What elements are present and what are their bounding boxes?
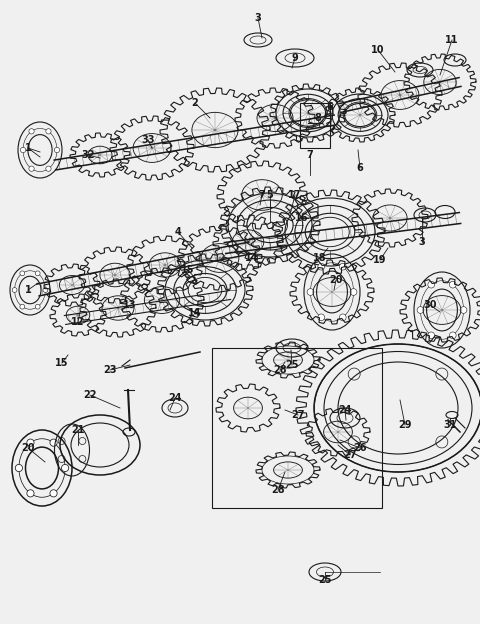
Circle shape — [350, 289, 357, 295]
Text: 16: 16 — [295, 213, 309, 223]
Text: 12: 12 — [71, 317, 85, 327]
Circle shape — [15, 464, 23, 472]
Text: 13: 13 — [123, 300, 137, 310]
Text: 26: 26 — [353, 443, 367, 453]
Text: 9: 9 — [292, 53, 299, 63]
Circle shape — [29, 129, 34, 134]
Text: 24: 24 — [338, 405, 352, 415]
Text: 23: 23 — [103, 365, 117, 375]
Text: 6: 6 — [357, 163, 363, 173]
Text: 5: 5 — [266, 190, 274, 200]
Text: 1: 1 — [24, 143, 31, 153]
Text: 22: 22 — [83, 390, 97, 400]
Text: 3: 3 — [254, 13, 262, 23]
Circle shape — [449, 281, 456, 288]
Text: 20: 20 — [329, 275, 343, 285]
Circle shape — [339, 263, 346, 270]
Circle shape — [36, 305, 40, 309]
Circle shape — [20, 305, 24, 309]
Text: 32: 32 — [81, 150, 95, 160]
Text: 30: 30 — [423, 300, 437, 310]
Text: 15: 15 — [55, 358, 69, 368]
Circle shape — [50, 490, 57, 497]
Circle shape — [417, 306, 424, 313]
Text: 7: 7 — [259, 190, 265, 200]
Circle shape — [46, 129, 51, 134]
Circle shape — [20, 271, 24, 276]
Text: 4: 4 — [175, 227, 181, 237]
Circle shape — [428, 281, 434, 288]
Circle shape — [307, 289, 314, 295]
Circle shape — [54, 147, 60, 153]
Circle shape — [12, 288, 17, 293]
Text: 11: 11 — [445, 35, 459, 45]
Circle shape — [29, 166, 34, 172]
Text: 1: 1 — [24, 285, 31, 295]
Text: 33: 33 — [141, 135, 155, 145]
Text: 15: 15 — [181, 265, 195, 275]
Circle shape — [27, 439, 34, 446]
Text: 10: 10 — [371, 45, 385, 55]
Text: 8: 8 — [314, 113, 322, 123]
Circle shape — [61, 464, 69, 472]
Circle shape — [36, 271, 40, 276]
Text: 14: 14 — [188, 308, 202, 318]
Bar — [212, 348, 382, 508]
Text: 19: 19 — [373, 255, 387, 265]
Circle shape — [428, 332, 434, 339]
Text: 14: 14 — [245, 253, 259, 263]
Text: 24: 24 — [168, 393, 182, 403]
Circle shape — [27, 490, 34, 497]
Text: 20: 20 — [21, 443, 35, 453]
Text: 3: 3 — [419, 237, 425, 247]
Text: 21: 21 — [71, 425, 85, 435]
Circle shape — [449, 332, 456, 339]
Circle shape — [21, 147, 26, 153]
Circle shape — [43, 288, 48, 293]
Circle shape — [318, 314, 324, 321]
Text: 31: 31 — [443, 420, 457, 430]
Text: 29: 29 — [398, 420, 412, 430]
Circle shape — [339, 314, 346, 321]
Circle shape — [46, 166, 51, 172]
Circle shape — [318, 263, 324, 270]
Text: 25: 25 — [285, 360, 299, 370]
Text: 27: 27 — [291, 410, 305, 420]
Text: 25: 25 — [318, 575, 332, 585]
Circle shape — [460, 306, 467, 313]
Bar — [300, 103, 330, 148]
Circle shape — [50, 439, 57, 446]
Text: 28: 28 — [273, 365, 287, 375]
Text: 7: 7 — [307, 150, 313, 160]
Text: 6: 6 — [326, 102, 334, 112]
Text: 28: 28 — [271, 485, 285, 495]
Text: 17: 17 — [288, 190, 302, 200]
Text: 18: 18 — [313, 253, 327, 263]
Text: 27: 27 — [343, 450, 357, 460]
Text: 2: 2 — [192, 98, 198, 108]
